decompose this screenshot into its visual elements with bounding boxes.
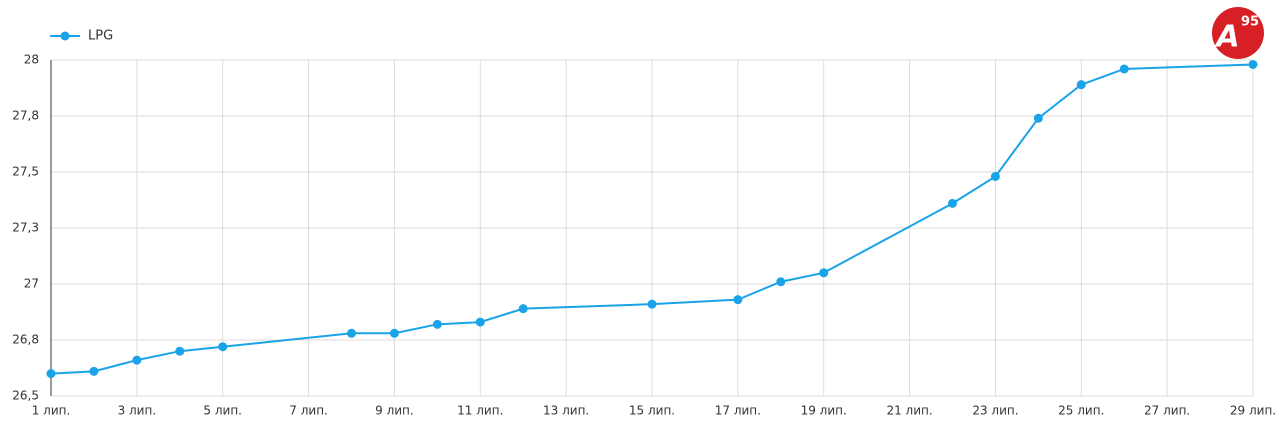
logo: A 95 xyxy=(1212,7,1264,59)
data-point xyxy=(518,304,528,314)
y-tick-label: 28 xyxy=(24,53,39,67)
x-tick-label: 1 лип. xyxy=(32,404,71,418)
y-tick-label: 27,5 xyxy=(12,165,39,179)
data-point xyxy=(389,328,399,338)
x-tick-label: 7 лип. xyxy=(289,404,328,418)
x-tick-label: 23 лип. xyxy=(972,404,1018,418)
logo-letter: A xyxy=(1214,20,1239,55)
y-tick-label: 27,8 xyxy=(12,109,39,123)
data-point xyxy=(1119,64,1129,74)
x-tick-label: 13 лип. xyxy=(543,404,589,418)
data-point xyxy=(175,346,185,356)
data-point xyxy=(1076,80,1086,90)
data-point xyxy=(647,299,657,309)
data-point xyxy=(1248,59,1258,69)
x-tick-label: 21 лип. xyxy=(886,404,932,418)
x-tick-label: 25 лип. xyxy=(1058,404,1104,418)
y-tick-label: 26,8 xyxy=(12,333,39,347)
y-tick-label: 26,5 xyxy=(12,389,39,403)
series-line xyxy=(50,63,1254,375)
x-tick-label: 3 лип. xyxy=(118,404,157,418)
x-tick-label: 17 лип. xyxy=(715,404,761,418)
logo-number: 95 xyxy=(1241,15,1259,30)
data-point xyxy=(776,277,786,287)
data-point xyxy=(132,355,142,365)
legend-marker xyxy=(60,31,70,41)
legend-label: LPG xyxy=(88,29,113,44)
x-tick-label: 9 лип. xyxy=(375,404,414,418)
data-point xyxy=(1033,113,1043,123)
data-point xyxy=(990,171,1000,181)
data-point xyxy=(432,319,442,329)
y-tick-label: 27 xyxy=(24,277,39,291)
data-point xyxy=(948,198,957,208)
data-point xyxy=(89,366,99,376)
data-point xyxy=(475,317,485,327)
x-tick-label: 5 лип. xyxy=(203,404,242,418)
data-point xyxy=(347,328,356,338)
x-tick-label: 15 лип. xyxy=(629,404,675,418)
y-tick-label: 27,3 xyxy=(12,221,39,235)
x-tick-label: 27 лип. xyxy=(1144,404,1190,418)
x-tick-label: 19 лип. xyxy=(801,404,847,418)
logo-badge xyxy=(1212,7,1264,59)
data-point xyxy=(218,342,228,352)
data-point xyxy=(733,295,743,305)
x-tick-label: 29 лип. xyxy=(1230,404,1276,418)
data-point xyxy=(46,369,56,379)
data-point xyxy=(819,268,829,278)
x-tick-label: 11 лип. xyxy=(457,404,503,418)
